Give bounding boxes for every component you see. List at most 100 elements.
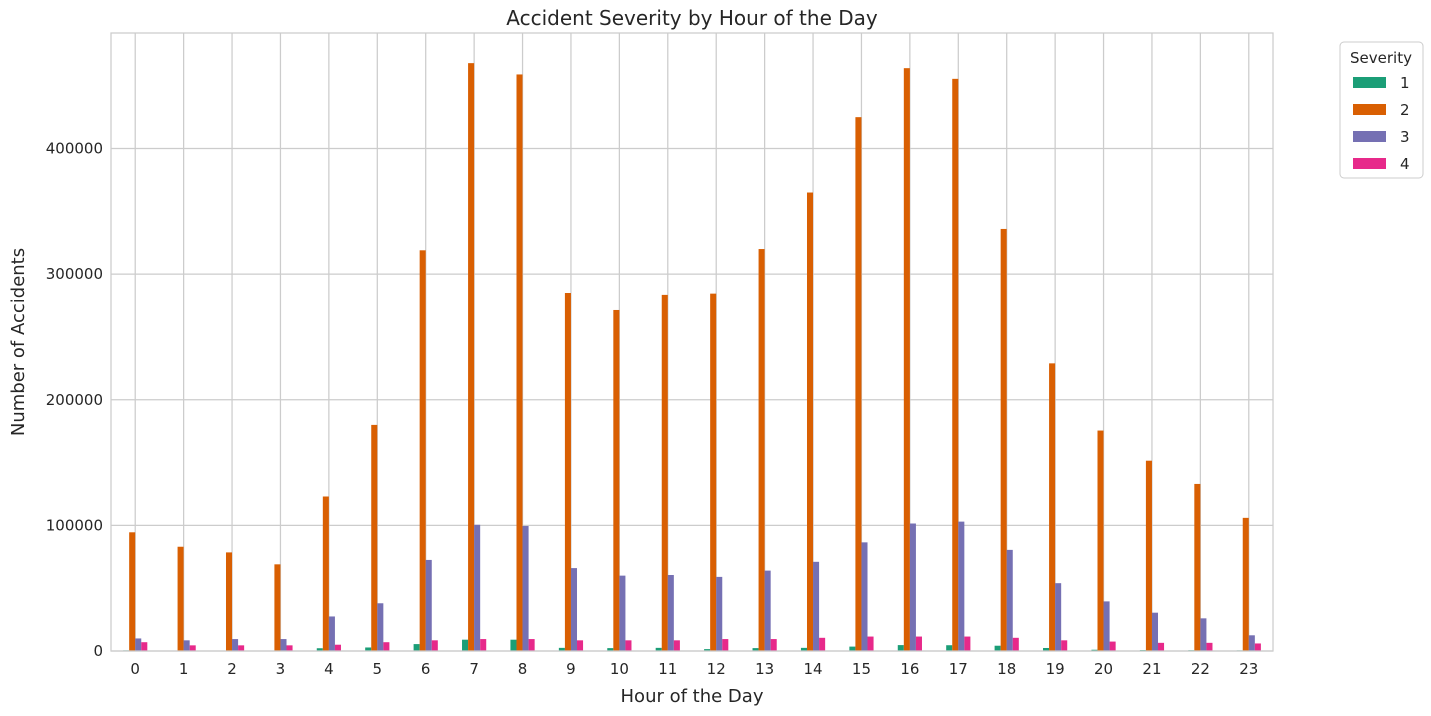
x-tick-label: 21	[1142, 660, 1161, 678]
bar-severity-2	[322, 496, 329, 651]
bar-severity-1	[413, 644, 420, 651]
y-tick-label: 100000	[46, 516, 103, 534]
bar-severity-2	[1000, 228, 1007, 651]
bar-severity-2	[903, 68, 910, 652]
bar-severity-4	[673, 640, 680, 651]
plot-frame	[110, 32, 1274, 652]
bar-severity-4	[625, 640, 632, 651]
x-tick-label: 19	[1046, 660, 1065, 678]
bar-severity-1	[752, 648, 759, 651]
legend-label: 2	[1400, 101, 1410, 119]
bar-severity-3	[667, 575, 674, 651]
bar-severity-1	[946, 645, 953, 651]
bar-severity-2	[468, 63, 475, 651]
y-axis-label: Number of Accidents	[8, 248, 29, 436]
bar-severity-3	[909, 523, 916, 651]
y-tick-label: 400000	[46, 140, 103, 158]
bar-severity-2	[225, 552, 233, 651]
x-tick-label: 10	[610, 660, 629, 678]
bar-severity-2	[1097, 430, 1104, 651]
bars-layer	[123, 63, 1261, 652]
bar-severity-2	[1242, 517, 1249, 651]
bar-severity-1	[316, 648, 323, 651]
bar-severity-3	[522, 526, 529, 651]
y-tick-label: 0	[93, 642, 103, 660]
bar-severity-2	[952, 78, 959, 652]
bar-severity-2	[661, 294, 668, 651]
x-tick-label: 13	[755, 660, 774, 678]
bar-severity-2	[129, 532, 136, 651]
bar-severity-4	[1109, 641, 1116, 651]
bar-severity-3	[1248, 635, 1255, 651]
bar-severity-1	[897, 645, 904, 651]
bar-severity-3	[474, 524, 481, 651]
x-tick-labels: 0 1 2 3 4 5 6 7 8 9 10 11 12 13 14 15 16 17 18 19 20 21 22 23	[130, 660, 1258, 678]
x-tick-label: 2	[227, 660, 237, 678]
bar-severity-1	[1043, 647, 1050, 651]
x-tick-label: 8	[518, 660, 528, 678]
x-tick-label: 20	[1094, 660, 1113, 678]
legend-label: 4	[1400, 155, 1410, 173]
plot-background	[111, 33, 1273, 651]
bar-severity-4	[770, 639, 777, 651]
bar-severity-1	[655, 647, 662, 651]
x-tick-label: 3	[276, 660, 286, 678]
y-tick-label: 200000	[46, 391, 103, 409]
bar-severity-4	[431, 640, 438, 651]
bar-severity-2	[758, 249, 765, 652]
bar-severity-3	[958, 521, 965, 651]
bar-severity-4	[1158, 642, 1165, 651]
bar-severity-2	[371, 424, 378, 651]
bar-severity-3	[135, 638, 142, 651]
bar-severity-3	[280, 639, 287, 651]
bar-severity-1	[800, 647, 807, 651]
bar-severity-2	[1145, 460, 1152, 651]
bar-severity-3	[328, 616, 335, 651]
legend-items: 1 2 3 4	[1353, 74, 1410, 173]
legend-label: 1	[1400, 74, 1410, 92]
x-tick-label: 16	[900, 660, 919, 678]
bar-severity-2	[710, 293, 717, 651]
bar-severity-4	[189, 645, 196, 651]
bar-severity-3	[1055, 583, 1062, 651]
bar-severity-2	[274, 564, 281, 651]
legend-title: Severity	[1350, 49, 1412, 67]
y-tick-label: 300000	[46, 265, 103, 283]
bar-severity-4	[1061, 640, 1068, 651]
bar-severity-2	[1194, 483, 1201, 651]
x-tick-label: 1	[179, 660, 189, 678]
x-tick-label: 23	[1239, 660, 1258, 678]
bar-severity-1	[1091, 649, 1098, 651]
bar-severity-2	[855, 117, 862, 651]
bar-severity-3	[764, 570, 771, 651]
x-tick-label: 7	[469, 660, 479, 678]
bar-severity-4	[286, 645, 293, 651]
legend-swatch	[1353, 131, 1386, 142]
bar-severity-3	[716, 576, 723, 651]
bar-severity-1	[607, 648, 614, 651]
x-tick-label: 11	[658, 660, 677, 678]
bar-severity-3	[1006, 549, 1013, 651]
bar-severity-3	[619, 575, 626, 651]
bar-severity-1	[365, 647, 372, 651]
x-tick-label: 9	[566, 660, 576, 678]
bar-severity-4	[1254, 643, 1261, 651]
x-tick-label: 14	[803, 660, 822, 678]
bar-severity-1	[462, 639, 469, 651]
bar-severity-2	[613, 309, 620, 651]
bar-severity-1	[849, 646, 856, 651]
bar-severity-4	[528, 639, 535, 651]
bar-severity-4	[915, 636, 922, 651]
bar-severity-3	[861, 542, 868, 651]
bar-severity-4	[1206, 642, 1213, 651]
x-tick-label: 15	[852, 660, 871, 678]
bar-severity-4	[480, 639, 487, 651]
legend-label: 3	[1400, 128, 1410, 146]
x-tick-label: 12	[707, 660, 726, 678]
x-tick-label: 0	[130, 660, 140, 678]
bar-severity-3	[377, 603, 384, 651]
chart-title: Accident Severity by Hour of the Day	[506, 6, 878, 30]
x-tick-label: 6	[421, 660, 431, 678]
bar-severity-3	[813, 561, 820, 651]
